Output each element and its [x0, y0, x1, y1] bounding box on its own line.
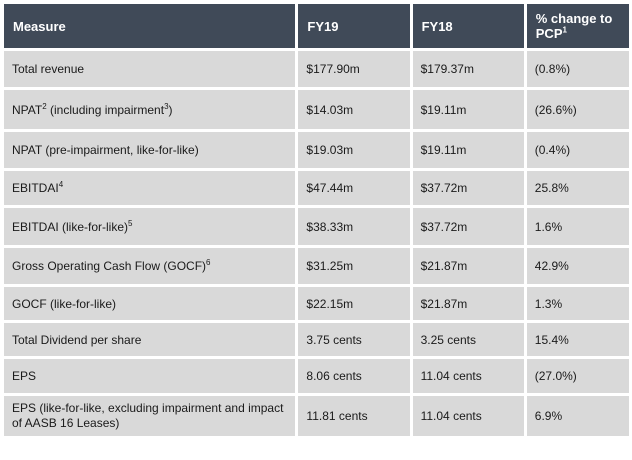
table-row: NPAT (pre-impairment, like-for-like) $19… — [4, 132, 629, 168]
cell-measure: Total revenue — [4, 51, 296, 87]
cell-fy18: 11.04 cents — [412, 396, 524, 436]
cell-change: 6.9% — [526, 396, 629, 436]
cell-fy19: $47.44m — [298, 171, 410, 205]
cell-change: 15.4% — [526, 323, 629, 356]
table-row: EPS 8.06 cents 11.04 cents (27.0%) — [4, 359, 629, 393]
header-change-note: 1 — [562, 25, 567, 35]
table-row: EPS (like-for-like, excluding impairment… — [4, 396, 629, 436]
cell-change: 25.8% — [526, 171, 629, 205]
cell-fy19: $177.90m — [298, 51, 410, 87]
cell-fy19: 3.75 cents — [298, 323, 410, 356]
results-table: Measure FY19 FY18 % change to PCP1 Total… — [1, 1, 632, 439]
cell-measure: NPAT2 (including impairment3) — [4, 90, 296, 129]
cell-fy19: 11.81 cents — [298, 396, 410, 436]
cell-change: (27.0%) — [526, 359, 629, 393]
header-row: Measure FY19 FY18 % change to PCP1 — [4, 4, 629, 48]
cell-change: (0.4%) — [526, 132, 629, 168]
footnote-mark: 3 — [164, 101, 169, 111]
cell-fy19: $19.03m — [298, 132, 410, 168]
table-row: EBITDAI (like-for-like)5 $38.33m $37.72m… — [4, 208, 629, 245]
cell-fy18: 3.25 cents — [412, 323, 524, 356]
cell-measure: Total Dividend per share — [4, 323, 296, 356]
table-row: Gross Operating Cash Flow (GOCF)6 $31.25… — [4, 248, 629, 284]
footnote-mark: 2 — [42, 101, 47, 111]
header-fy19: FY19 — [298, 4, 410, 48]
cell-measure: EPS (like-for-like, excluding impairment… — [4, 396, 296, 436]
cell-fy18: $21.87m — [412, 248, 524, 284]
cell-fy18: $179.37m — [412, 51, 524, 87]
cell-measure: EPS — [4, 359, 296, 393]
cell-measure: EBITDAI (like-for-like)5 — [4, 208, 296, 245]
table-row: EBITDAI4 $47.44m $37.72m 25.8% — [4, 171, 629, 205]
header-fy18: FY18 — [412, 4, 524, 48]
cell-change: (0.8%) — [526, 51, 629, 87]
table-row: Total revenue $177.90m $179.37m (0.8%) — [4, 51, 629, 87]
cell-change: 1.3% — [526, 287, 629, 320]
cell-measure: Gross Operating Cash Flow (GOCF)6 — [4, 248, 296, 284]
cell-fy18: $21.87m — [412, 287, 524, 320]
cell-fy18: $37.72m — [412, 208, 524, 245]
header-measure: Measure — [4, 4, 296, 48]
cell-fy19: 8.06 cents — [298, 359, 410, 393]
cell-change: 1.6% — [526, 208, 629, 245]
footnote-mark: 6 — [206, 258, 211, 267]
table-row: NPAT2 (including impairment3) $14.03m $1… — [4, 90, 629, 129]
cell-fy18: $19.11m — [412, 132, 524, 168]
cell-fy18: 11.04 cents — [412, 359, 524, 393]
cell-measure: GOCF (like-for-like) — [4, 287, 296, 320]
cell-fy19: $14.03m — [298, 90, 410, 129]
cell-fy18: $19.11m — [412, 90, 524, 129]
table-row: GOCF (like-for-like) $22.15m $21.87m 1.3… — [4, 287, 629, 320]
cell-change: 42.9% — [526, 248, 629, 284]
header-change-label: % change to PCP — [535, 11, 613, 41]
cell-measure: NPAT (pre-impairment, like-for-like) — [4, 132, 296, 168]
cell-fy19: $31.25m — [298, 248, 410, 284]
table-row: Total Dividend per share 3.75 cents 3.25… — [4, 323, 629, 356]
cell-change: (26.6%) — [526, 90, 629, 129]
cell-measure: EBITDAI4 — [4, 171, 296, 205]
cell-fy19: $22.15m — [298, 287, 410, 320]
cell-fy19: $38.33m — [298, 208, 410, 245]
footnote-mark: 5 — [128, 218, 133, 228]
header-change: % change to PCP1 — [526, 4, 629, 48]
footnote-mark: 4 — [58, 180, 64, 189]
cell-fy18: $37.72m — [412, 171, 524, 205]
